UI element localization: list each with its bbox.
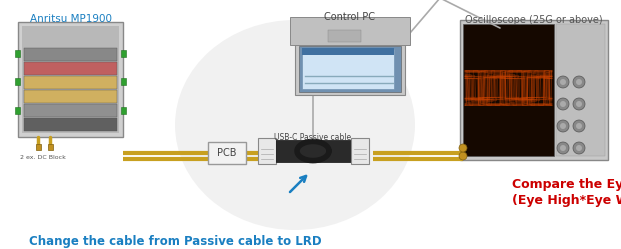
Bar [302,48,394,55]
Bar [295,43,405,95]
Bar [24,76,117,89]
Circle shape [557,76,569,88]
Text: PCB: PCB [217,148,237,158]
Circle shape [459,152,467,160]
Bar [556,24,605,156]
Circle shape [557,120,569,132]
Text: USB-C Passive cable: USB-C Passive cable [274,133,351,142]
Bar [15,78,20,85]
Text: Oscilloscope (25G or above): Oscilloscope (25G or above) [465,15,603,25]
Bar [208,142,246,164]
Circle shape [560,101,566,107]
Bar [299,46,401,92]
Circle shape [576,101,582,107]
Bar [258,138,276,164]
Ellipse shape [175,20,415,230]
Circle shape [573,76,585,88]
Bar [121,107,126,114]
Circle shape [560,145,566,151]
Circle shape [560,79,566,85]
Text: Change the cable from Passive cable to LRD: Change the cable from Passive cable to L… [29,235,321,248]
Bar [463,24,554,156]
Bar [18,22,123,137]
Circle shape [576,79,582,85]
Bar [22,26,119,133]
Bar [290,17,410,45]
Bar [276,140,351,162]
Text: Anritsu MP1900: Anritsu MP1900 [30,14,112,24]
Circle shape [576,145,582,151]
Circle shape [560,123,566,129]
Circle shape [459,144,467,152]
Text: Control PC: Control PC [325,12,376,22]
Text: 2 ex. DC Block: 2 ex. DC Block [20,155,66,160]
Circle shape [557,98,569,110]
Bar [15,50,20,57]
Text: Compare the Eye Area: Compare the Eye Area [512,178,621,191]
Bar [24,62,117,75]
Circle shape [576,123,582,129]
Bar [24,90,117,103]
Bar [24,118,117,131]
Circle shape [557,142,569,154]
Bar [24,104,117,117]
Bar [24,48,117,61]
Text: (Eye High*Eye Width): (Eye High*Eye Width) [512,194,621,207]
Bar [121,50,126,57]
Bar [48,144,53,150]
Bar [302,49,394,89]
Bar [15,107,20,114]
Bar [351,138,369,164]
Bar [328,30,361,42]
Bar [121,78,126,85]
Bar [36,144,41,150]
Circle shape [573,98,585,110]
Circle shape [573,120,585,132]
Bar [460,20,608,160]
Circle shape [573,142,585,154]
